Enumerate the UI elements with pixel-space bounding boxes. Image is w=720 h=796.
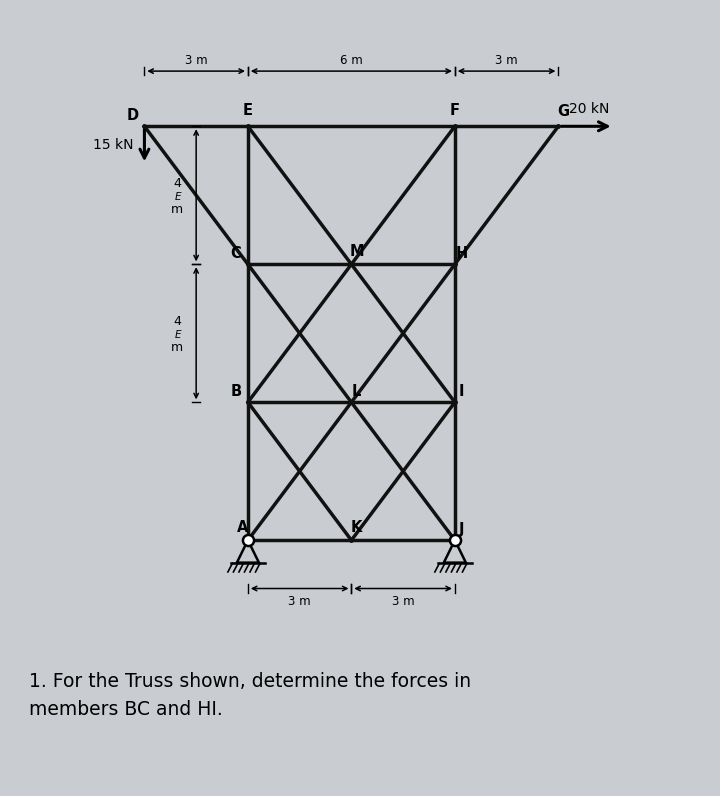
Text: 4: 4 [174,314,181,328]
Text: 3 m: 3 m [392,595,415,607]
Text: C: C [230,246,241,261]
Text: E: E [243,103,253,118]
Text: M: M [349,244,364,259]
Text: D: D [126,107,138,123]
Text: 3 m: 3 m [288,595,311,607]
Text: F: F [450,103,460,118]
Text: L: L [352,384,361,399]
Text: m: m [171,341,184,354]
Text: 4: 4 [174,177,181,189]
Text: J: J [459,521,464,537]
Text: 6 m: 6 m [340,54,363,67]
Text: 3 m: 3 m [185,54,207,67]
Text: I: I [459,384,464,399]
Text: 15 kN: 15 kN [93,139,133,152]
Text: E: E [175,330,181,340]
Text: 1. For the Truss shown, determine the forces in
members BC and HI.: 1. For the Truss shown, determine the fo… [29,672,471,719]
Text: G: G [557,104,570,119]
Text: B: B [230,384,241,399]
Text: A: A [237,520,248,535]
Text: E: E [175,192,181,202]
Text: 20 kN: 20 kN [569,102,609,116]
Text: H: H [456,246,468,261]
Text: m: m [171,203,184,217]
Text: 3 m: 3 m [495,54,518,67]
Text: K: K [351,520,362,535]
